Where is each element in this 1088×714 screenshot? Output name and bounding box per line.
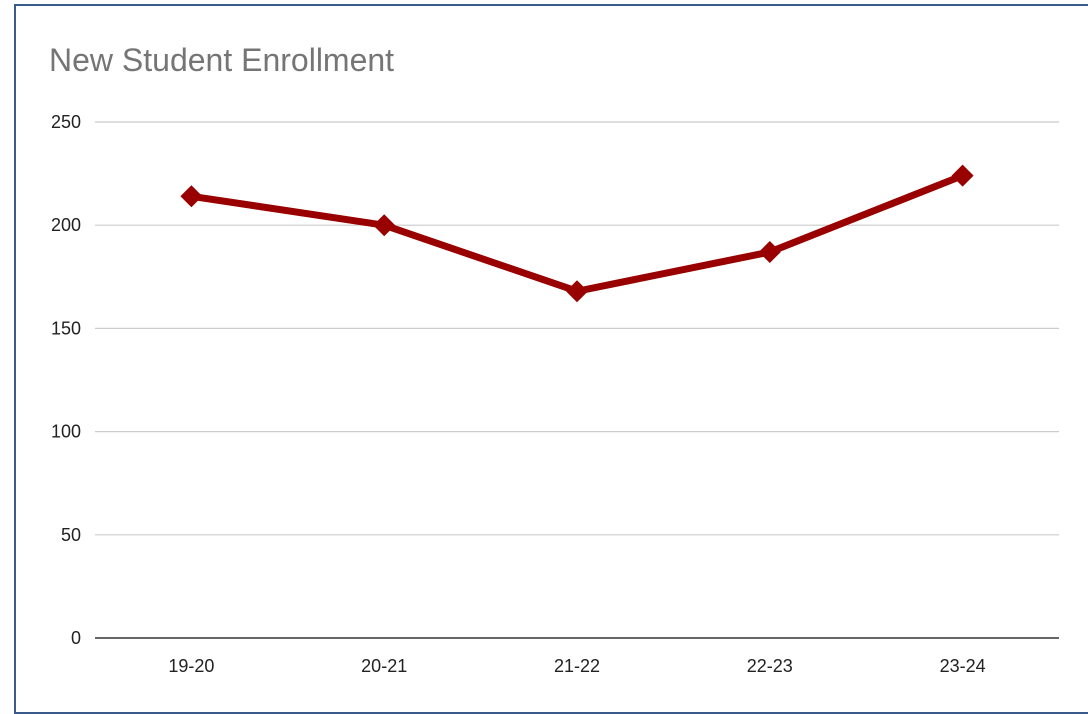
y-tick-label: 250 (51, 112, 81, 132)
x-tick-label: 20-21 (361, 656, 407, 676)
data-point-marker (758, 241, 781, 264)
data-point-marker (180, 185, 203, 208)
y-tick-label: 150 (51, 318, 81, 338)
x-tick-label: 21-22 (554, 656, 600, 676)
data-point-marker (566, 280, 588, 303)
y-tick-label: 0 (71, 628, 81, 648)
x-axis-tick-labels: 19-20 20-21 21-22 22-23 23-24 (168, 656, 985, 676)
x-tick-label: 23-24 (940, 656, 986, 676)
chart-title: New Student Enrollment (49, 42, 395, 78)
series-layer (180, 164, 974, 303)
x-tick-label: 19-20 (168, 656, 214, 676)
series-line (187, 172, 967, 295)
y-axis-tick-labels: 0 50 100 150 200 250 (51, 112, 81, 648)
y-tick-label: 50 (61, 525, 81, 545)
gridlines (95, 121, 1059, 639)
x-tick-label: 22-23 (747, 656, 793, 676)
data-point-marker (373, 214, 396, 237)
data-point-marker (951, 164, 974, 187)
y-tick-label: 100 (51, 422, 81, 442)
y-tick-label: 200 (51, 215, 81, 235)
